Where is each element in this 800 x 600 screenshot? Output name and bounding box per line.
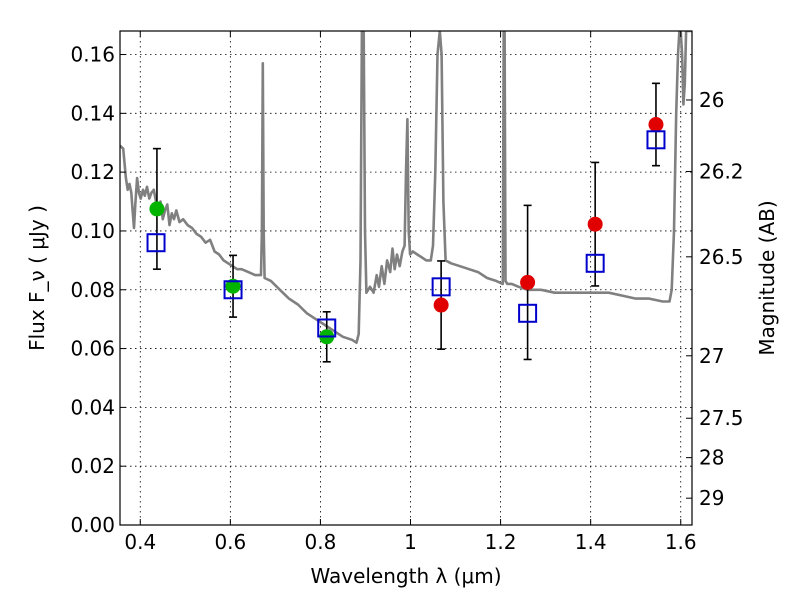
y2-tick-label: 29 (699, 486, 724, 510)
model-layer (146, 130, 666, 338)
observed-point-red (520, 274, 536, 290)
x-tick-label: 1.2 (485, 530, 517, 554)
x-tick-label: 0.6 (214, 530, 246, 554)
y2-tick-label: 26 (699, 88, 724, 112)
x-tick-label: 1.6 (665, 530, 697, 554)
y-tick-label: 0.04 (70, 395, 115, 419)
model-point (317, 318, 337, 338)
x-tick-label: 0.8 (305, 530, 337, 554)
x-axis-label: Wavelength λ (μm) (310, 564, 501, 588)
observed-point-green (225, 278, 241, 294)
model-point (431, 277, 451, 297)
y-tick-label: 0.08 (70, 278, 115, 302)
plot-frame (119, 30, 693, 526)
y2-axis: 26 26.2 26.5 27 27.5 28 29 (686, 88, 744, 510)
model-point (146, 233, 166, 253)
model-point (585, 253, 605, 273)
observed-point-red (433, 297, 449, 313)
observed-point-red (587, 216, 603, 232)
x-axis: 0.4 0.6 0.8 1 1.2 1.4 1.6 (124, 31, 697, 554)
y-tick-label: 0.06 (70, 337, 115, 361)
y2-axis-label: Magnitude (AB) (755, 200, 779, 355)
y2-tick-label: 28 (699, 446, 724, 470)
y-axis-label: Flux F_ν ( μJy ) (25, 205, 49, 351)
y-axis: 0.00 0.02 0.04 0.06 0.08 0.10 0.12 0.14 0.16 (70, 43, 126, 537)
model-point (646, 130, 666, 150)
x-tick-label: 0.4 (124, 530, 156, 554)
observed-point-green (149, 201, 165, 217)
y2-tick-label: 26.2 (699, 159, 744, 183)
y-tick-label: 0.14 (70, 101, 115, 125)
observed-point-red (648, 117, 664, 133)
x-tick-label: 1.4 (575, 530, 607, 554)
model-point (518, 303, 538, 323)
x-tick-label: 1 (404, 530, 417, 554)
y-tick-label: 0.02 (70, 454, 115, 478)
y2-tick-label: 26.5 (699, 245, 744, 269)
observed-layer (149, 117, 664, 345)
y-tick-label: 0.10 (70, 219, 115, 243)
model-point (223, 280, 243, 300)
y2-tick-label: 27.5 (699, 406, 744, 430)
y-tick-label: 0.00 (70, 513, 115, 537)
y-tick-label: 0.12 (70, 160, 115, 184)
y2-tick-label: 27 (699, 344, 724, 368)
y-tick-label: 0.16 (70, 43, 115, 67)
